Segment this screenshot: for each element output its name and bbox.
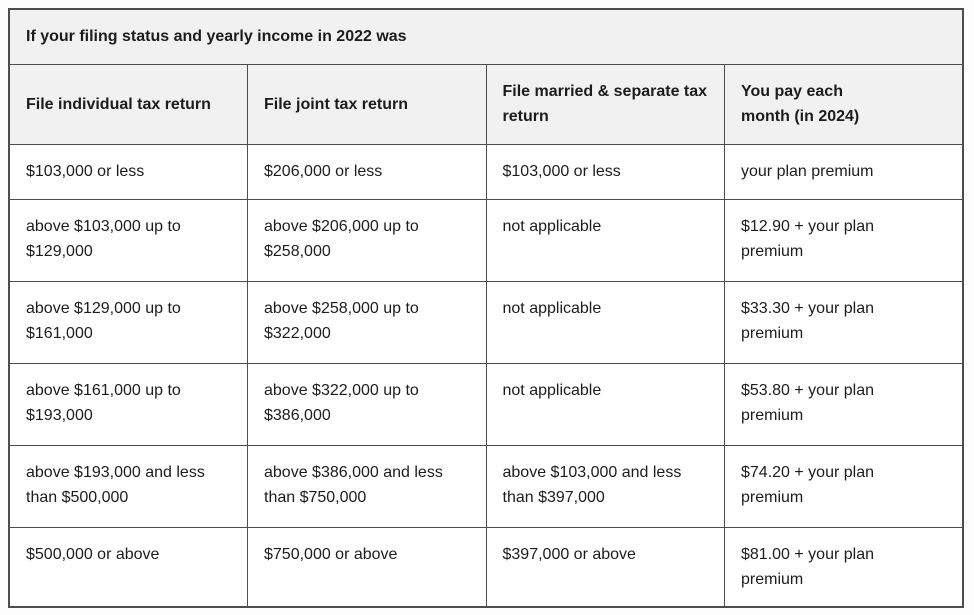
table-row: above $161,000 up to $193,000 above $322… — [8, 362, 964, 446]
table-cell: above $193,000 and less than $500,000 — [8, 444, 248, 528]
table-cell: above $258,000 up to $322,000 — [247, 280, 487, 364]
table-cell: $397,000 or above — [485, 526, 725, 607]
table-cell: above $103,000 up to $129,000 — [8, 198, 248, 282]
table-cell: above $206,000 up to $258,000 — [247, 198, 487, 282]
table-row: $103,000 or less $206,000 or less $103,0… — [8, 143, 964, 200]
table-row: above $129,000 up to $161,000 above $258… — [8, 280, 964, 364]
table-cell: $53.80 + your plan premium — [724, 362, 964, 446]
table-cell: $74.20 + your plan premium — [724, 444, 964, 528]
table-row: $500,000 or above $750,000 or above $397… — [8, 526, 964, 607]
table-cell: not applicable — [485, 280, 725, 364]
table-cell: above $386,000 and less than $750,000 — [247, 444, 487, 528]
table-cell: $103,000 or less — [8, 143, 248, 200]
table-cell: $12.90 + your plan premium — [724, 198, 964, 282]
column-header-row: File individual tax return File joint ta… — [8, 63, 964, 145]
table-body: $103,000 or less $206,000 or less $103,0… — [8, 143, 964, 607]
table-row: above $103,000 up to $129,000 above $206… — [8, 198, 964, 282]
table-cell: $750,000 or above — [247, 526, 487, 607]
table-title: If your filing status and yearly income … — [8, 8, 964, 65]
table-cell: $500,000 or above — [8, 526, 248, 607]
column-header-joint-return: File joint tax return — [247, 63, 487, 145]
table-cell: $206,000 or less — [247, 143, 487, 200]
table-cell: $103,000 or less — [485, 143, 725, 200]
column-header-individual-return: File individual tax return — [8, 63, 248, 145]
table-cell: above $322,000 up to $386,000 — [247, 362, 487, 446]
table-cell: not applicable — [485, 362, 725, 446]
table-cell: above $129,000 up to $161,000 — [8, 280, 248, 364]
table-cell: $81.00 + your plan premium — [724, 526, 964, 607]
table-head: If your filing status and yearly income … — [8, 8, 964, 145]
table-title-row: If your filing status and yearly income … — [8, 8, 964, 65]
table-cell: above $161,000 up to $193,000 — [8, 362, 248, 446]
table-cell: not applicable — [485, 198, 725, 282]
column-header-married-separate-return: File married & separate tax return — [485, 63, 725, 145]
table-cell: above $103,000 and less than $397,000 — [485, 444, 725, 528]
table-row: above $193,000 and less than $500,000 ab… — [8, 444, 964, 528]
column-header-monthly-payment: You pay each month (in 2024) — [724, 63, 964, 145]
table-cell: $33.30 + your plan premium — [724, 280, 964, 364]
income-premium-table: If your filing status and yearly income … — [8, 8, 964, 608]
table-cell: your plan premium — [724, 143, 964, 200]
